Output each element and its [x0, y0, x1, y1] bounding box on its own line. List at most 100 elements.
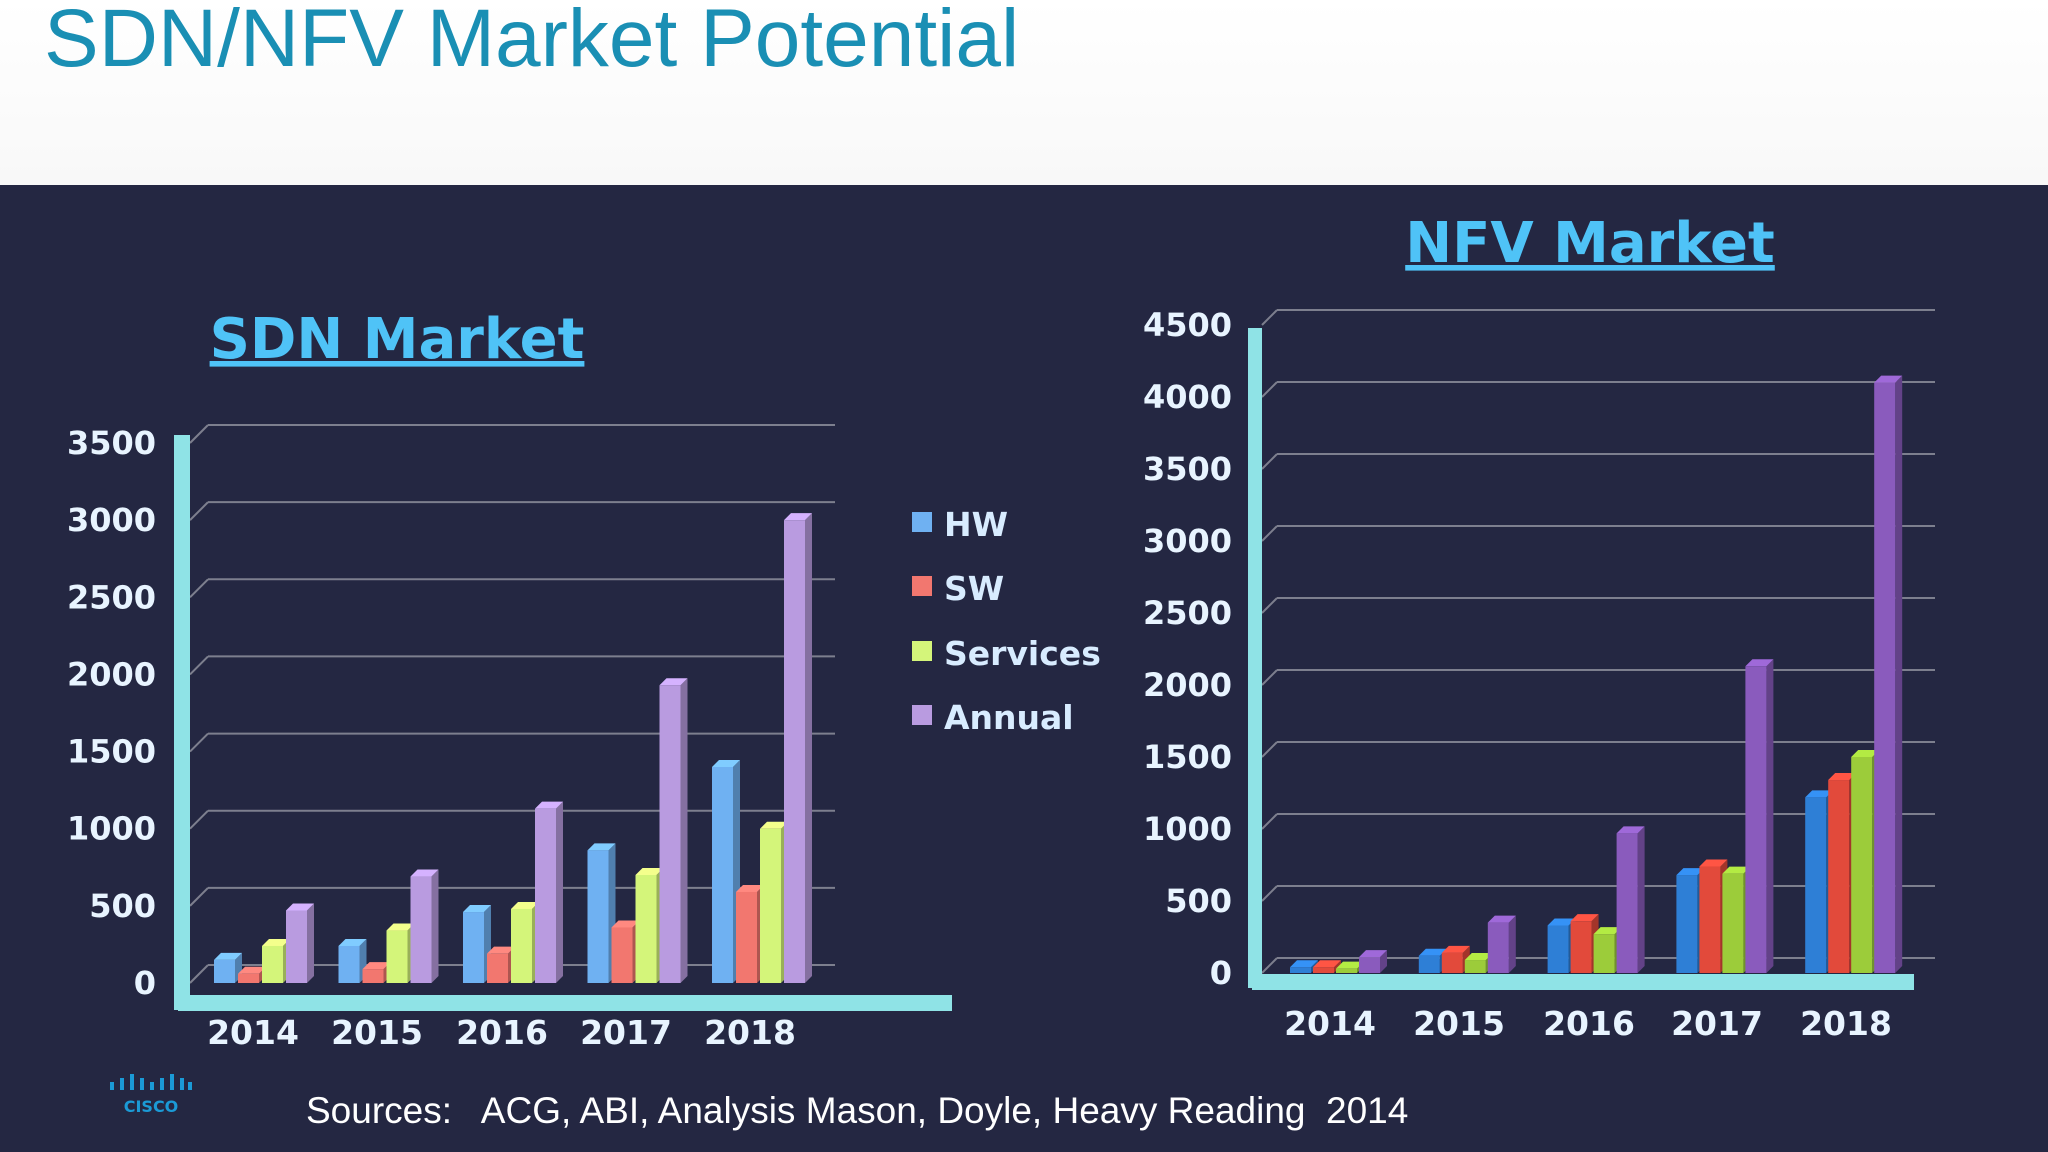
- nfv-bar: [1487, 922, 1509, 973]
- sdn-bar-top: [487, 946, 515, 954]
- cisco-logo: CISCO: [108, 1072, 194, 1123]
- sdn-bar: [214, 959, 235, 983]
- legend-swatch-annual: [912, 705, 932, 725]
- nfv-y-tick-label: 1000: [1143, 810, 1232, 848]
- nfv-category-label: 2018: [1800, 1004, 1892, 1043]
- chart-panel: [0, 185, 2048, 1152]
- nfv-chart-title: NFV Market: [1405, 211, 1775, 276]
- nfv-y-tick-label: 2000: [1143, 666, 1232, 704]
- nfv-bar-top: [1464, 953, 1493, 961]
- nfv-bar: [1313, 967, 1334, 973]
- sources-note: Sources: ACG, ABI, Analysis Mason, Doyle…: [306, 1090, 1409, 1131]
- nfv-y-tick-label: 500: [1165, 882, 1232, 920]
- slide-title: SDN/NFV Market Potential: [44, 0, 1020, 84]
- sdn-gridline-stub: [189, 964, 209, 984]
- sdn-bar: [410, 876, 432, 983]
- sdn-bar: [635, 875, 657, 983]
- nfv-bar: [1676, 875, 1698, 973]
- nfv-bar: [1290, 967, 1311, 973]
- nfv-bar: [1851, 757, 1873, 973]
- nfv-y-tick-label: 4000: [1143, 378, 1232, 416]
- sdn-bar: [760, 828, 781, 983]
- sdn-bar-top: [712, 760, 740, 767]
- sdn-bar: [535, 808, 556, 983]
- nfv-y-tick-label: 0: [1210, 954, 1232, 992]
- sdn-bar-top: [362, 962, 391, 970]
- nfv-y-tick-label: 1500: [1143, 738, 1232, 776]
- sdn-chart-title: SDN Market: [210, 307, 585, 372]
- sdn-bar: [262, 945, 283, 983]
- sdn-x-axis-labels: 2014 2015 2016 2017 2018: [207, 1013, 796, 1052]
- nfv-bar-top: [1874, 375, 1903, 383]
- sdn-gridline-stub: [189, 501, 209, 521]
- nfv-y-tick-label: 2500: [1143, 594, 1232, 632]
- nfv-bar-top: [1418, 948, 1447, 956]
- nfv-y-tick-label: 4500: [1143, 306, 1232, 344]
- sdn-y-tick-label: 0: [134, 964, 156, 1002]
- nfv-bar-side: [1508, 915, 1516, 973]
- nfv-bar-side: [1334, 960, 1341, 973]
- sdn-gridline-stub: [189, 732, 209, 753]
- sdn-bar: [712, 767, 733, 983]
- nfv-x-axis-labels: 2014 2015 2016 2017 2018: [1284, 1004, 1892, 1043]
- sdn-bar: [511, 908, 532, 983]
- sdn-bar: [463, 912, 484, 983]
- nfv-bar-top: [1616, 826, 1645, 834]
- sdn-x-axis: [178, 995, 952, 1011]
- sdn-bars: [214, 513, 812, 983]
- logo-text: CISCO: [124, 1097, 179, 1116]
- nfv-gridline-stub: [1261, 525, 1278, 542]
- sdn-y-axis-ticks: 0 500 1000 1500 2000 2500 3000 3500: [67, 424, 156, 1002]
- sdn-bar: [238, 973, 259, 983]
- sdn-bar-top: [286, 903, 314, 911]
- nfv-y-axis: [1248, 328, 1262, 988]
- cisco-logo-icon: CISCO: [110, 1074, 192, 1116]
- nfv-y-tick-label: 3000: [1143, 522, 1232, 560]
- sdn-bar: [784, 520, 805, 983]
- sdn-bar-top: [760, 821, 788, 829]
- nfv-bar-top: [1805, 790, 1834, 798]
- legend-swatch-services: [912, 641, 932, 661]
- sdn-category-label: 2018: [704, 1013, 796, 1052]
- sdn-bar-top: [587, 843, 616, 851]
- sdn-y-tick-label: 1000: [67, 810, 156, 848]
- nfv-bar-top: [1722, 866, 1751, 874]
- sdn-category-label: 2014: [207, 1013, 299, 1052]
- nfv-y-axis-ticks: 0 500 1000 1500 2000 2500 3000 3500 4000 4500: [1143, 306, 1232, 992]
- nfv-bar-top: [1441, 945, 1470, 953]
- sdn-bar: [362, 969, 384, 983]
- nfv-bar-side: [1895, 375, 1903, 974]
- nfv-bar-top: [1851, 750, 1880, 757]
- sdn-bar-top: [463, 905, 491, 913]
- nfv-bar-top: [1593, 927, 1622, 935]
- sdn-bar-top: [659, 678, 688, 686]
- nfv-bar-top: [1828, 773, 1857, 781]
- sdn-y-tick-label: 2500: [67, 578, 156, 616]
- sdn-bar-side: [556, 801, 563, 983]
- sdn-bar-top: [338, 938, 367, 946]
- nfv-bar-top: [1547, 918, 1576, 926]
- nfv-bar: [1722, 873, 1744, 973]
- nfv-bar-top: [1745, 659, 1774, 667]
- sdn-gridline-stub: [189, 424, 209, 444]
- nfv-category-label: 2017: [1671, 1004, 1763, 1043]
- nfv-bar: [1805, 797, 1827, 973]
- sdn-bar-top: [736, 884, 764, 892]
- sdn-bar-top: [511, 901, 539, 909]
- legend-label-annual: Annual: [944, 698, 1074, 737]
- sdn-bar-side: [805, 513, 812, 983]
- nfv-category-label: 2014: [1284, 1004, 1376, 1043]
- sdn-bar: [286, 910, 307, 983]
- sdn-bar-top: [214, 952, 242, 960]
- nfv-x-axis: [1252, 974, 1914, 990]
- sdn-legend: HW SW Services Annual: [912, 505, 1101, 737]
- nfv-bar: [1593, 934, 1615, 973]
- nfv-bar-side: [1380, 950, 1387, 973]
- sdn-gridline-stub: [189, 810, 209, 830]
- sdn-bar: [587, 850, 609, 983]
- nfv-bar-side: [1637, 826, 1645, 973]
- nfv-bar: [1336, 968, 1357, 973]
- nfv-bar: [1570, 921, 1592, 973]
- sdn-gridline-stub: [189, 887, 209, 907]
- sdn-y-tick-label: 3500: [67, 424, 156, 462]
